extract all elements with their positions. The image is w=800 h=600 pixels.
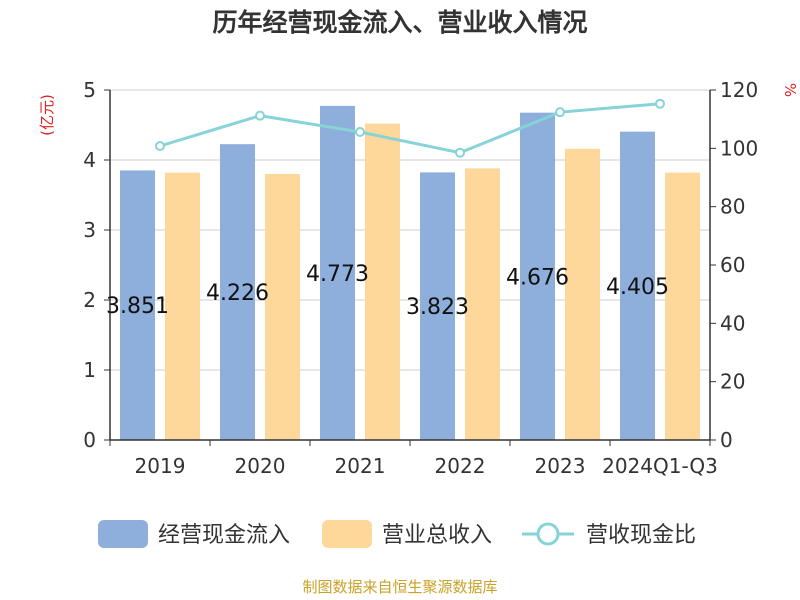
left-axis-ticks: 0 1 2 3 4 5 (83, 78, 110, 452)
ratio-point (455, 147, 465, 158)
bar-cash-inflow (120, 170, 155, 440)
bar-revenue (565, 148, 600, 441)
legend-marker-ratio (536, 522, 560, 546)
right-axis-unit: % (781, 83, 799, 97)
ratio-line-series (155, 98, 665, 158)
right-tick-label: 100 (720, 136, 758, 160)
bar-value-label: 4.676 (506, 265, 569, 290)
ratio-point (355, 127, 365, 137)
ratio-point (155, 141, 165, 151)
bar-value-label: 3.851 (106, 294, 169, 319)
source-note: 制图数据来自恒生聚源数据库 (302, 578, 497, 596)
bar-revenue (465, 168, 500, 440)
gridlines (110, 89, 710, 371)
legend-label: 经营现金流入 (158, 523, 290, 548)
left-tick-label: 0 (83, 428, 96, 452)
ratio-point (555, 107, 565, 118)
right-tick-label: 0 (720, 428, 733, 452)
x-tick-label: 2024Q1-Q3 (602, 454, 718, 478)
ratio-line (159, 102, 661, 155)
legend-swatch-cash-inflow (98, 520, 148, 548)
bars (120, 105, 700, 441)
legend: 经营现金流入 营业总收入 营收现金比 (98, 520, 696, 548)
bar-value-label: 4.226 (206, 281, 269, 306)
x-tick-label: 2019 (135, 454, 186, 478)
left-tick-label: 4 (83, 148, 96, 172)
legend-label: 营业总收入 (382, 523, 492, 548)
right-tick-label: 120 (720, 78, 758, 102)
right-tick-label: 40 (720, 311, 745, 335)
bar-revenue (165, 172, 200, 440)
x-tick-label: 2022 (435, 454, 486, 478)
data-labels: 3.851 4.226 4.773 3.823 4.676 4.405 (106, 262, 669, 320)
bar-value-label: 3.823 (406, 295, 469, 320)
bar-revenue (665, 172, 700, 440)
left-tick-label: 2 (83, 288, 96, 312)
bar-cash-inflow (420, 172, 455, 440)
left-tick-label: 5 (83, 78, 96, 102)
bar-value-label: 4.405 (606, 275, 669, 300)
bar-cash-inflow (220, 144, 255, 440)
right-tick-label: 80 (720, 195, 745, 219)
bar-cash-inflow (620, 131, 655, 440)
legend-swatch-revenue (322, 520, 372, 548)
right-tick-label: 20 (720, 370, 745, 394)
bar-value-label: 4.773 (306, 262, 369, 287)
bar-revenue (265, 174, 300, 440)
x-axis-ticks: 2019 2020 2021 2022 2023 2024Q1-Q3 (109, 440, 718, 478)
legend-label: 营收现金比 (586, 523, 696, 548)
right-axis-ticks: 0 20 40 60 80 100 120 (710, 78, 758, 452)
right-tick-label: 60 (720, 253, 745, 277)
chart-title: 历年经营现金流入、营业收入情况 (212, 8, 587, 37)
left-axis-unit: (亿元) (38, 94, 56, 136)
x-tick-label: 2020 (235, 454, 286, 478)
x-tick-label: 2023 (535, 454, 586, 478)
left-tick-label: 1 (83, 358, 96, 382)
ratio-point (655, 98, 665, 109)
bar-revenue (365, 123, 400, 440)
ratio-point (255, 110, 265, 121)
left-tick-label: 3 (83, 218, 96, 242)
bar-cash-inflow (520, 112, 555, 441)
bar-cash-inflow (320, 105, 355, 440)
x-tick-label: 2021 (335, 454, 386, 478)
